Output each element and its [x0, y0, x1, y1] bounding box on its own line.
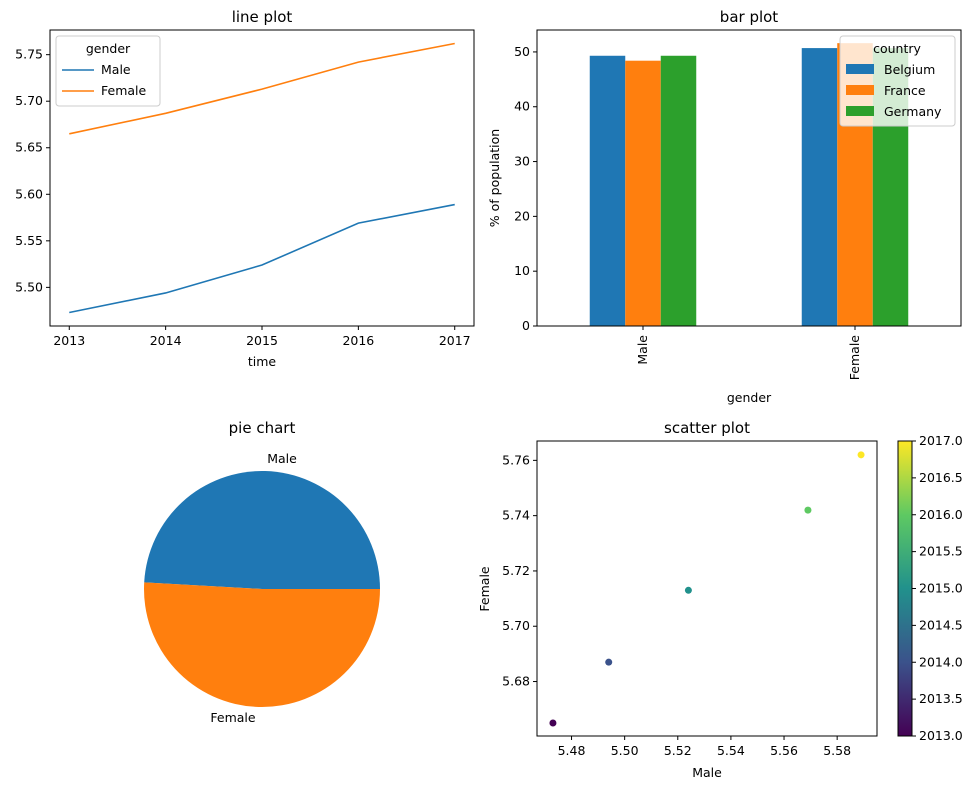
bar-plot-x-ticks: Male Female	[635, 326, 862, 380]
x-tick-label: 2013	[53, 333, 85, 348]
line-plot-y-ticks: 5.50 5.55 5.60 5.65 5.70 5.75	[15, 47, 50, 294]
series-line-male	[69, 203, 455, 314]
y-tick-label: 40	[514, 99, 530, 114]
pie-chart-title: pie chart	[229, 419, 296, 437]
x-tick-label: 5.50	[611, 743, 639, 758]
legend-swatch-germany	[846, 106, 874, 116]
bar-plot-legend: country Belgium France Germany	[839, 35, 956, 127]
legend-label-female: Female	[101, 83, 147, 98]
scatter-point	[684, 586, 692, 594]
series-line-female	[69, 42, 455, 135]
line-plot-title: line plot	[232, 8, 293, 26]
scatter-point	[804, 506, 812, 514]
x-tick-label: Male	[635, 335, 650, 365]
scatter-x-label: Male	[692, 765, 722, 780]
x-tick-label: 2014	[150, 333, 182, 348]
y-tick-label: 5.75	[15, 47, 43, 62]
scatter-points	[549, 451, 865, 727]
y-tick-label: 5.70	[502, 618, 530, 633]
colorbar-tick-label: 2014.0	[919, 654, 963, 669]
colorbar-tick-label: 2016.5	[919, 470, 963, 485]
colorbar-tick-label: 2015.0	[919, 581, 963, 596]
y-tick-label: 20	[514, 208, 530, 223]
scatter-point	[605, 658, 613, 666]
bar-plot-legend-box	[839, 35, 956, 127]
scatter-y-label: Female	[477, 566, 492, 612]
x-tick-label: 5.58	[823, 743, 851, 758]
line-plot-series	[69, 42, 455, 314]
x-tick-label: 5.54	[717, 743, 745, 758]
y-tick-label: 5.70	[15, 93, 43, 108]
bar-plot-legend-title: country	[873, 41, 921, 56]
line-plot-x-label: time	[248, 354, 277, 369]
x-tick-label: Female	[847, 335, 862, 381]
x-tick-label: 5.48	[558, 743, 586, 758]
y-tick-label: 5.68	[502, 674, 530, 689]
bar-plot-bars	[589, 43, 909, 327]
x-tick-label: 2017	[439, 333, 471, 348]
legend-label-belgium: Belgium	[884, 62, 935, 77]
legend-swatch-france	[846, 85, 874, 95]
y-tick-label: 5.72	[502, 563, 530, 578]
colorbar-tick-label: 2015.5	[919, 544, 963, 559]
y-tick-label: 0	[522, 318, 530, 333]
scatter-point	[549, 719, 557, 727]
line-plot-panel: line plot 5.505.555.605.655.705.75 2013 2…	[15, 8, 475, 369]
y-tick-label: 30	[514, 154, 530, 169]
x-tick-label: 2016	[342, 333, 374, 348]
scatter-y-ticks: 5.68 5.70 5.72 5.74 5.76	[502, 452, 537, 689]
bar-plot-y-ticks: 0 10 20 30 40 50	[514, 44, 537, 333]
colorbar-ticks: 2013.0 2013.5 2014.0 2014.5 2015.0 2015.5 2016…	[912, 433, 963, 743]
bar-plot-title: bar plot	[720, 8, 779, 26]
x-tick-label: 5.56	[770, 743, 798, 758]
line-plot-legend: gender Male Female	[55, 35, 161, 107]
scatter-plot-frame	[536, 440, 878, 737]
colorbar-tick-label: 2017.0	[919, 433, 963, 448]
colorbar-tick-label: 2014.5	[919, 617, 963, 632]
scatter-x-ticks: 5.48 5.50 5.52 5.54 5.56 5.58	[558, 736, 851, 758]
pie-slice-female	[144, 582, 380, 707]
y-tick-label: 5.55	[15, 233, 43, 248]
legend-swatch-belgium	[846, 64, 874, 74]
y-tick-label: 10	[514, 263, 530, 278]
legend-label-france: France	[884, 83, 926, 98]
line-plot-x-ticks: 2013 2014 2015 2016 2017	[53, 326, 471, 348]
bar-plot-panel: bar plot 0 10 20 30 40 50 Male Female gender %…	[487, 8, 962, 405]
pie-slice-male	[144, 470, 380, 589]
pie-label-female: Female	[210, 710, 256, 725]
bar-france-male	[625, 60, 661, 327]
pie-chart-panel: pie chart Male Female	[144, 419, 380, 725]
x-tick-label: 5.52	[664, 743, 692, 758]
colorbar-tick-label: 2016.0	[919, 507, 963, 522]
pie-label-male: Male	[267, 451, 297, 466]
y-tick-label: 5.74	[502, 508, 530, 523]
line-plot-legend-title: gender	[86, 41, 131, 56]
bar-germany-male	[660, 55, 697, 326]
scatter-point	[857, 451, 865, 459]
line-plot-legend-box	[55, 35, 161, 107]
scatter-plot-title: scatter plot	[664, 419, 750, 437]
y-tick-label: 5.60	[15, 186, 43, 201]
colorbar-gradient	[897, 440, 913, 737]
bar-plot-y-label: % of population	[487, 129, 502, 227]
bar-belgium-female	[801, 48, 838, 326]
x-tick-label: 2015	[246, 333, 278, 348]
bar-plot-x-label: gender	[727, 390, 772, 405]
scatter-plot-panel: scatter plot 5.685.705.725.745.76 5.48 5.…	[477, 419, 963, 780]
bar-belgium-male	[589, 55, 626, 326]
bar-plot-frame	[536, 29, 962, 327]
legend-label-germany: Germany	[884, 104, 942, 119]
y-tick-label: 5.50	[15, 279, 43, 294]
pie-slices	[144, 470, 380, 707]
y-tick-label: 5.65	[15, 140, 43, 155]
y-tick-label: 5.76	[502, 452, 530, 467]
colorbar: 2013.0 2013.5 2014.0 2014.5 2015.0 2015.5 2016…	[897, 433, 963, 743]
legend-label-male: Male	[101, 62, 131, 77]
y-tick-label: 50	[514, 44, 530, 59]
colorbar-tick-label: 2013.0	[919, 728, 963, 743]
colorbar-tick-label: 2013.5	[919, 691, 963, 706]
